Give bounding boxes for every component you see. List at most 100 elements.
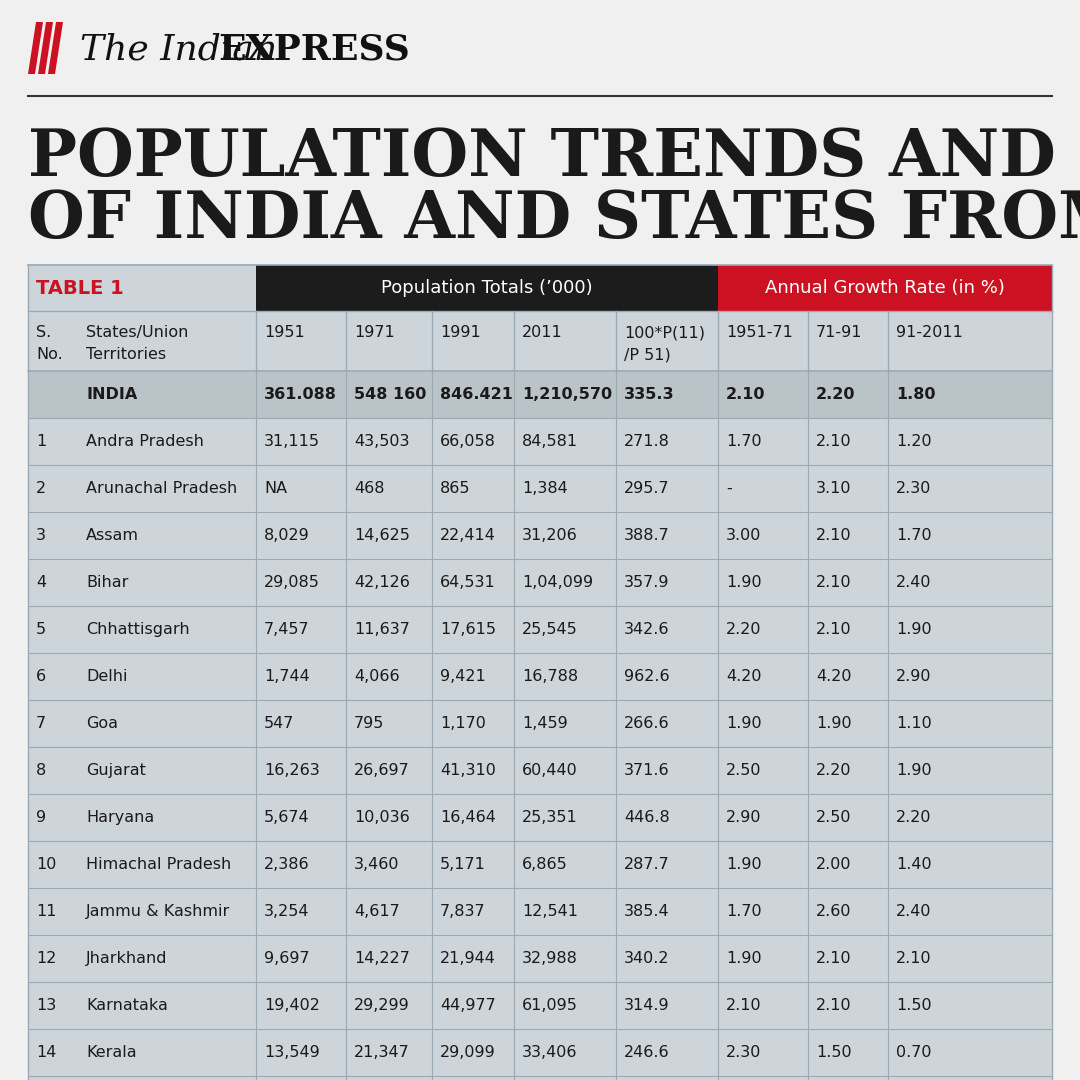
Text: Goa: Goa	[86, 716, 118, 731]
Text: 2.90: 2.90	[726, 810, 761, 825]
Text: No.: No.	[36, 347, 63, 362]
Text: 2.10: 2.10	[816, 622, 852, 637]
Text: 7,457: 7,457	[264, 622, 310, 637]
Bar	[28, 372, 1052, 418]
Text: 5: 5	[36, 622, 46, 637]
Text: 2.20: 2.20	[816, 387, 855, 402]
Text: 29,099: 29,099	[440, 1045, 496, 1059]
Text: 3.10: 3.10	[816, 481, 851, 496]
Text: 2.50: 2.50	[816, 810, 851, 825]
Text: 314.9: 314.9	[624, 998, 670, 1013]
Text: 12: 12	[36, 951, 56, 966]
Text: 2.20: 2.20	[726, 622, 761, 637]
Text: 14,227: 14,227	[354, 951, 410, 966]
Text: 1.20: 1.20	[896, 434, 932, 449]
Text: 1.70: 1.70	[726, 904, 761, 919]
Text: 5,674: 5,674	[264, 810, 310, 825]
Text: 8: 8	[36, 762, 46, 778]
Text: 4,066: 4,066	[354, 669, 400, 684]
Text: 1.90: 1.90	[896, 622, 932, 637]
Text: 1.90: 1.90	[726, 858, 761, 872]
Text: 1,744: 1,744	[264, 669, 310, 684]
Text: 446.8: 446.8	[624, 810, 670, 825]
Text: 1.80: 1.80	[896, 387, 935, 402]
Text: 7: 7	[36, 716, 46, 731]
Text: 16,788: 16,788	[522, 669, 578, 684]
Text: 31,206: 31,206	[522, 528, 578, 543]
Text: 4,617: 4,617	[354, 904, 400, 919]
Text: 9,697: 9,697	[264, 951, 310, 966]
Text: 4.20: 4.20	[726, 669, 761, 684]
Text: States/Union: States/Union	[86, 325, 188, 340]
Text: /P 51): /P 51)	[624, 347, 671, 362]
Text: 2.10: 2.10	[896, 951, 932, 966]
Text: Bihar: Bihar	[86, 575, 129, 590]
Text: 295.7: 295.7	[624, 481, 670, 496]
Text: 1.40: 1.40	[896, 858, 932, 872]
Text: 846.421: 846.421	[440, 387, 513, 402]
Text: 962.6: 962.6	[624, 669, 670, 684]
Polygon shape	[28, 22, 43, 75]
Text: 795: 795	[354, 716, 384, 731]
Polygon shape	[38, 22, 53, 75]
Text: 1.90: 1.90	[726, 575, 761, 590]
Text: 64,531: 64,531	[440, 575, 496, 590]
Text: 2.30: 2.30	[896, 481, 931, 496]
Text: 1991: 1991	[440, 325, 481, 340]
Text: Delhi: Delhi	[86, 669, 127, 684]
Text: 1.10: 1.10	[896, 716, 932, 731]
Text: 25,351: 25,351	[522, 810, 578, 825]
Text: 1,170: 1,170	[440, 716, 486, 731]
Text: 16,263: 16,263	[264, 762, 320, 778]
Text: Jharkhand: Jharkhand	[86, 951, 167, 966]
Text: 357.9: 357.9	[624, 575, 670, 590]
Text: INDIA: INDIA	[86, 387, 137, 402]
Text: 13,549: 13,549	[264, 1045, 320, 1059]
Text: 1.90: 1.90	[816, 716, 852, 731]
Bar	[256, 265, 718, 311]
Text: 2.00: 2.00	[816, 858, 851, 872]
Text: 71-91: 71-91	[816, 325, 863, 340]
Text: 41,310: 41,310	[440, 762, 496, 778]
Text: 32,988: 32,988	[522, 951, 578, 966]
Text: 246.6: 246.6	[624, 1045, 670, 1059]
Bar	[28, 265, 1052, 1080]
Text: 1951: 1951	[264, 325, 305, 340]
Text: Gujarat: Gujarat	[86, 762, 146, 778]
Text: 371.6: 371.6	[624, 762, 670, 778]
Text: 2011: 2011	[522, 325, 563, 340]
Text: 1,04,099: 1,04,099	[522, 575, 593, 590]
Text: Annual Growth Rate (in %): Annual Growth Rate (in %)	[765, 279, 1004, 297]
Text: Haryana: Haryana	[86, 810, 154, 825]
Text: 3.00: 3.00	[726, 528, 761, 543]
Text: 1971: 1971	[354, 325, 395, 340]
Text: 2.50: 2.50	[726, 762, 761, 778]
Text: 13: 13	[36, 998, 56, 1013]
Text: 2.10: 2.10	[816, 998, 852, 1013]
Text: Jammu & Kashmir: Jammu & Kashmir	[86, 904, 230, 919]
Text: 11,637: 11,637	[354, 622, 410, 637]
Text: 1.90: 1.90	[726, 951, 761, 966]
Text: 9,421: 9,421	[440, 669, 486, 684]
Text: 21,347: 21,347	[354, 1045, 409, 1059]
Text: 29,085: 29,085	[264, 575, 320, 590]
Text: 2.10: 2.10	[816, 528, 852, 543]
Text: 2.30: 2.30	[726, 1045, 761, 1059]
Text: 547: 547	[264, 716, 295, 731]
Bar	[718, 265, 1052, 311]
Text: Territories: Territories	[86, 347, 166, 362]
Text: 388.7: 388.7	[624, 528, 670, 543]
Text: 287.7: 287.7	[624, 858, 670, 872]
Text: S.: S.	[36, 325, 51, 340]
Text: 14,625: 14,625	[354, 528, 410, 543]
Text: TABLE 1: TABLE 1	[36, 279, 124, 297]
Text: 3,254: 3,254	[264, 904, 310, 919]
Text: 1.90: 1.90	[726, 716, 761, 731]
Text: 2.10: 2.10	[726, 998, 761, 1013]
Text: 1.70: 1.70	[726, 434, 761, 449]
Text: 2.20: 2.20	[816, 762, 851, 778]
Text: 1,210,570: 1,210,570	[522, 387, 612, 402]
Text: 9: 9	[36, 810, 46, 825]
Text: 1951-71: 1951-71	[726, 325, 793, 340]
Text: 10,036: 10,036	[354, 810, 409, 825]
